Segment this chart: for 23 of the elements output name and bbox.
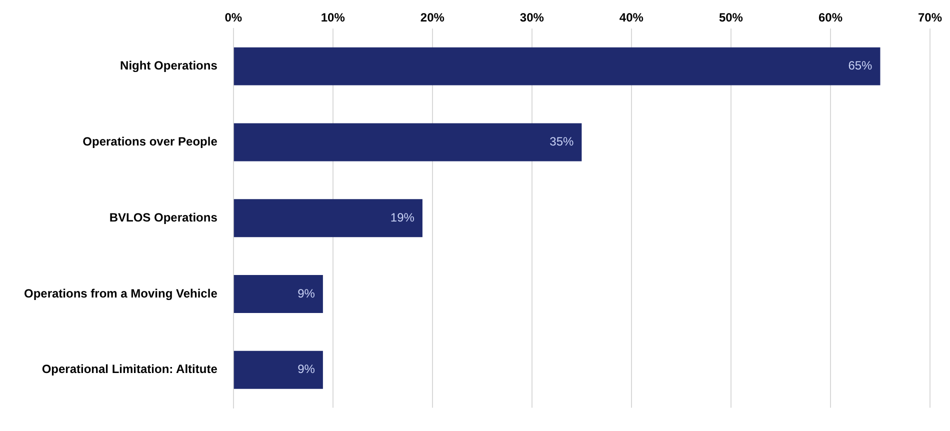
x-tick-label: 60% bbox=[818, 10, 843, 25]
y-tick-label: Operational Limitation: Altitute bbox=[42, 362, 218, 376]
x-tick-label: 50% bbox=[718, 10, 744, 25]
x-tick-label: 20% bbox=[420, 10, 445, 25]
data-label: 35% bbox=[550, 134, 574, 149]
x-tick-label: 70% bbox=[918, 10, 942, 25]
bar bbox=[234, 47, 880, 86]
y-tick-label: BVLOS Operations bbox=[109, 210, 218, 224]
bar bbox=[234, 275, 323, 313]
y-tick-label: Operations from a Moving Vehicle bbox=[24, 286, 218, 300]
x-tick-label: 10% bbox=[320, 10, 346, 25]
data-label: 65% bbox=[848, 58, 873, 73]
data-label: 9% bbox=[298, 286, 316, 300]
bar bbox=[234, 350, 323, 389]
data-label: 19% bbox=[390, 210, 415, 224]
y-tick-label: Operations over People bbox=[82, 134, 218, 149]
x-tick-label: 0% bbox=[224, 10, 242, 25]
y-tick-label: Night Operations bbox=[120, 58, 218, 73]
data-label: 9% bbox=[298, 362, 316, 376]
x-tick-label: 40% bbox=[619, 10, 644, 25]
x-tick-label: 30% bbox=[520, 10, 544, 25]
bar bbox=[234, 123, 582, 162]
bar bbox=[234, 199, 422, 238]
